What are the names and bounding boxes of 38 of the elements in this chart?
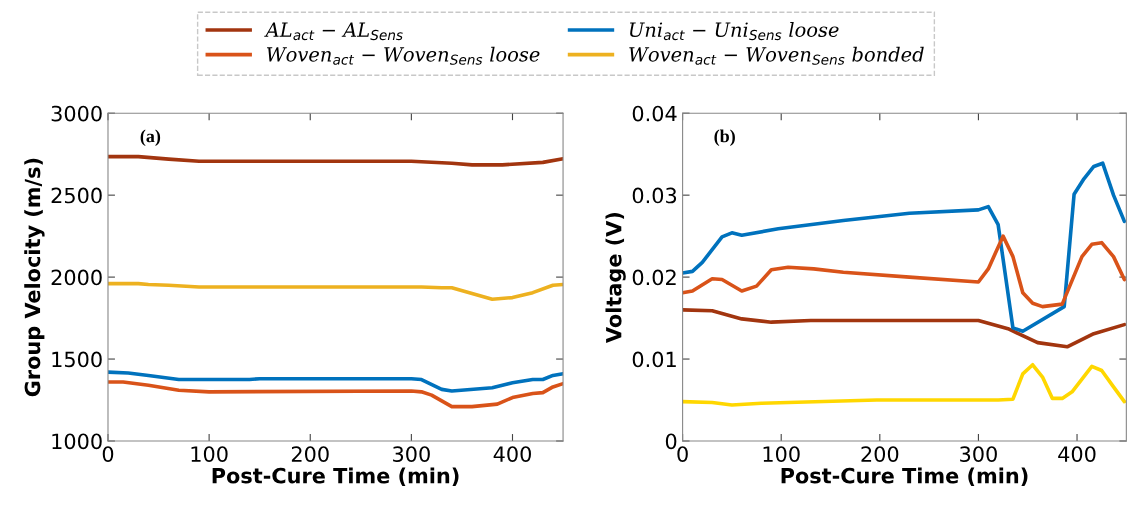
y-axis-title: Voltage (V) bbox=[605, 212, 626, 343]
y-tick-label: 2000 bbox=[51, 269, 102, 286]
y-tick-label: 1000 bbox=[52, 433, 102, 450]
annotation: (a) bbox=[140, 129, 161, 146]
legend-label: Uni$_{act}$ − Uni$_{Sens}$ loose bbox=[630, 21, 839, 41]
line-series bbox=[107, 154, 564, 167]
y-axis-title: Group Velocity (m/s) bbox=[24, 158, 45, 397]
line-series bbox=[682, 362, 1127, 407]
x-tick-label: 100 bbox=[763, 446, 800, 462]
line-series bbox=[107, 370, 564, 393]
line-series bbox=[107, 380, 564, 409]
legend-label: Woven$_{act}$ − Woven$_{Sens}$ bonded bbox=[629, 46, 924, 65]
x-tick-label: 0 bbox=[102, 446, 114, 462]
x-tick-label: 100 bbox=[191, 446, 228, 462]
y-tick-label: 0 bbox=[665, 433, 677, 450]
line-series bbox=[682, 161, 1127, 333]
x-tick-label: 200 bbox=[291, 446, 329, 462]
legend-label: AL$_{act}$ − AL$_{Sens}$ bbox=[264, 22, 403, 41]
y-tick-label: 1500 bbox=[52, 351, 102, 368]
line-series bbox=[682, 234, 1127, 309]
x-axis-title: Post-Cure Time (min) bbox=[212, 467, 459, 486]
line-series bbox=[682, 308, 1127, 349]
y-tick-label: 0.01 bbox=[632, 351, 676, 368]
y-tick-label: 3000 bbox=[51, 105, 102, 122]
annotation: (b) bbox=[714, 129, 735, 146]
y-tick-label: 2500 bbox=[51, 187, 102, 204]
x-tick-label: 0 bbox=[677, 446, 688, 462]
x-tick-label: 400 bbox=[493, 446, 531, 462]
legend-label: Woven$_{act}$ − Woven$_{Sens}$ loose bbox=[266, 46, 540, 65]
x-tick-label: 300 bbox=[960, 446, 997, 462]
x-tick-label: 200 bbox=[861, 446, 899, 462]
x-tick-label: 400 bbox=[1058, 446, 1096, 462]
y-tick-label: 0.02 bbox=[632, 269, 676, 286]
x-axis-title: Post-Cure Time (min) bbox=[781, 467, 1028, 486]
x-tick-label: 300 bbox=[393, 446, 430, 462]
y-tick-label: 0.04 bbox=[632, 105, 677, 122]
y-tick-label: 0.03 bbox=[632, 187, 677, 204]
line-series bbox=[107, 281, 564, 302]
